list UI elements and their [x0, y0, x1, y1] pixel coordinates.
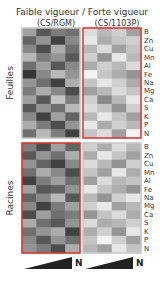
svg-text:Zn: Zn [144, 37, 153, 45]
svg-text:Fe: Fe [144, 186, 152, 194]
svg-text:Racines: Racines [5, 180, 15, 215]
svg-text:S: S [144, 104, 149, 112]
svg-text:Na: Na [144, 79, 154, 87]
svg-text:S: S [144, 219, 149, 227]
svg-text:P: P [144, 236, 148, 244]
svg-text:Mg: Mg [144, 202, 154, 210]
svg-text:P: P [144, 121, 148, 129]
svg-text:B: B [144, 143, 149, 151]
svg-text:K: K [144, 228, 149, 236]
svg-text:B: B [144, 28, 149, 36]
svg-text:Mn: Mn [144, 169, 154, 177]
svg-text:Mg: Mg [144, 87, 154, 95]
svg-text:Faible vigueur / Forte vigueur: Faible vigueur / Forte vigueur [16, 7, 148, 17]
svg-text:K: K [144, 113, 149, 121]
svg-text:Ca: Ca [144, 96, 153, 104]
svg-text:Ca: Ca [144, 211, 153, 219]
svg-text:Feuilles: Feuilles [5, 66, 15, 100]
svg-text:Al: Al [144, 177, 151, 185]
svg-text:Al: Al [144, 62, 151, 70]
svg-text:(CS/1103P): (CS/1103P) [95, 19, 140, 28]
svg-text:(CS/RGM): (CS/RGM) [37, 19, 75, 28]
svg-text:N: N [144, 245, 149, 253]
svg-text:Cu: Cu [144, 45, 153, 53]
svg-text:N: N [75, 258, 83, 268]
svg-text:Mn: Mn [144, 54, 154, 62]
svg-text:Zn: Zn [144, 152, 153, 160]
svg-text:N: N [144, 130, 149, 138]
svg-text:N: N [136, 258, 144, 268]
svg-text:Na: Na [144, 194, 154, 202]
svg-text:Fe: Fe [144, 71, 152, 79]
svg-text:Cu: Cu [144, 160, 153, 168]
